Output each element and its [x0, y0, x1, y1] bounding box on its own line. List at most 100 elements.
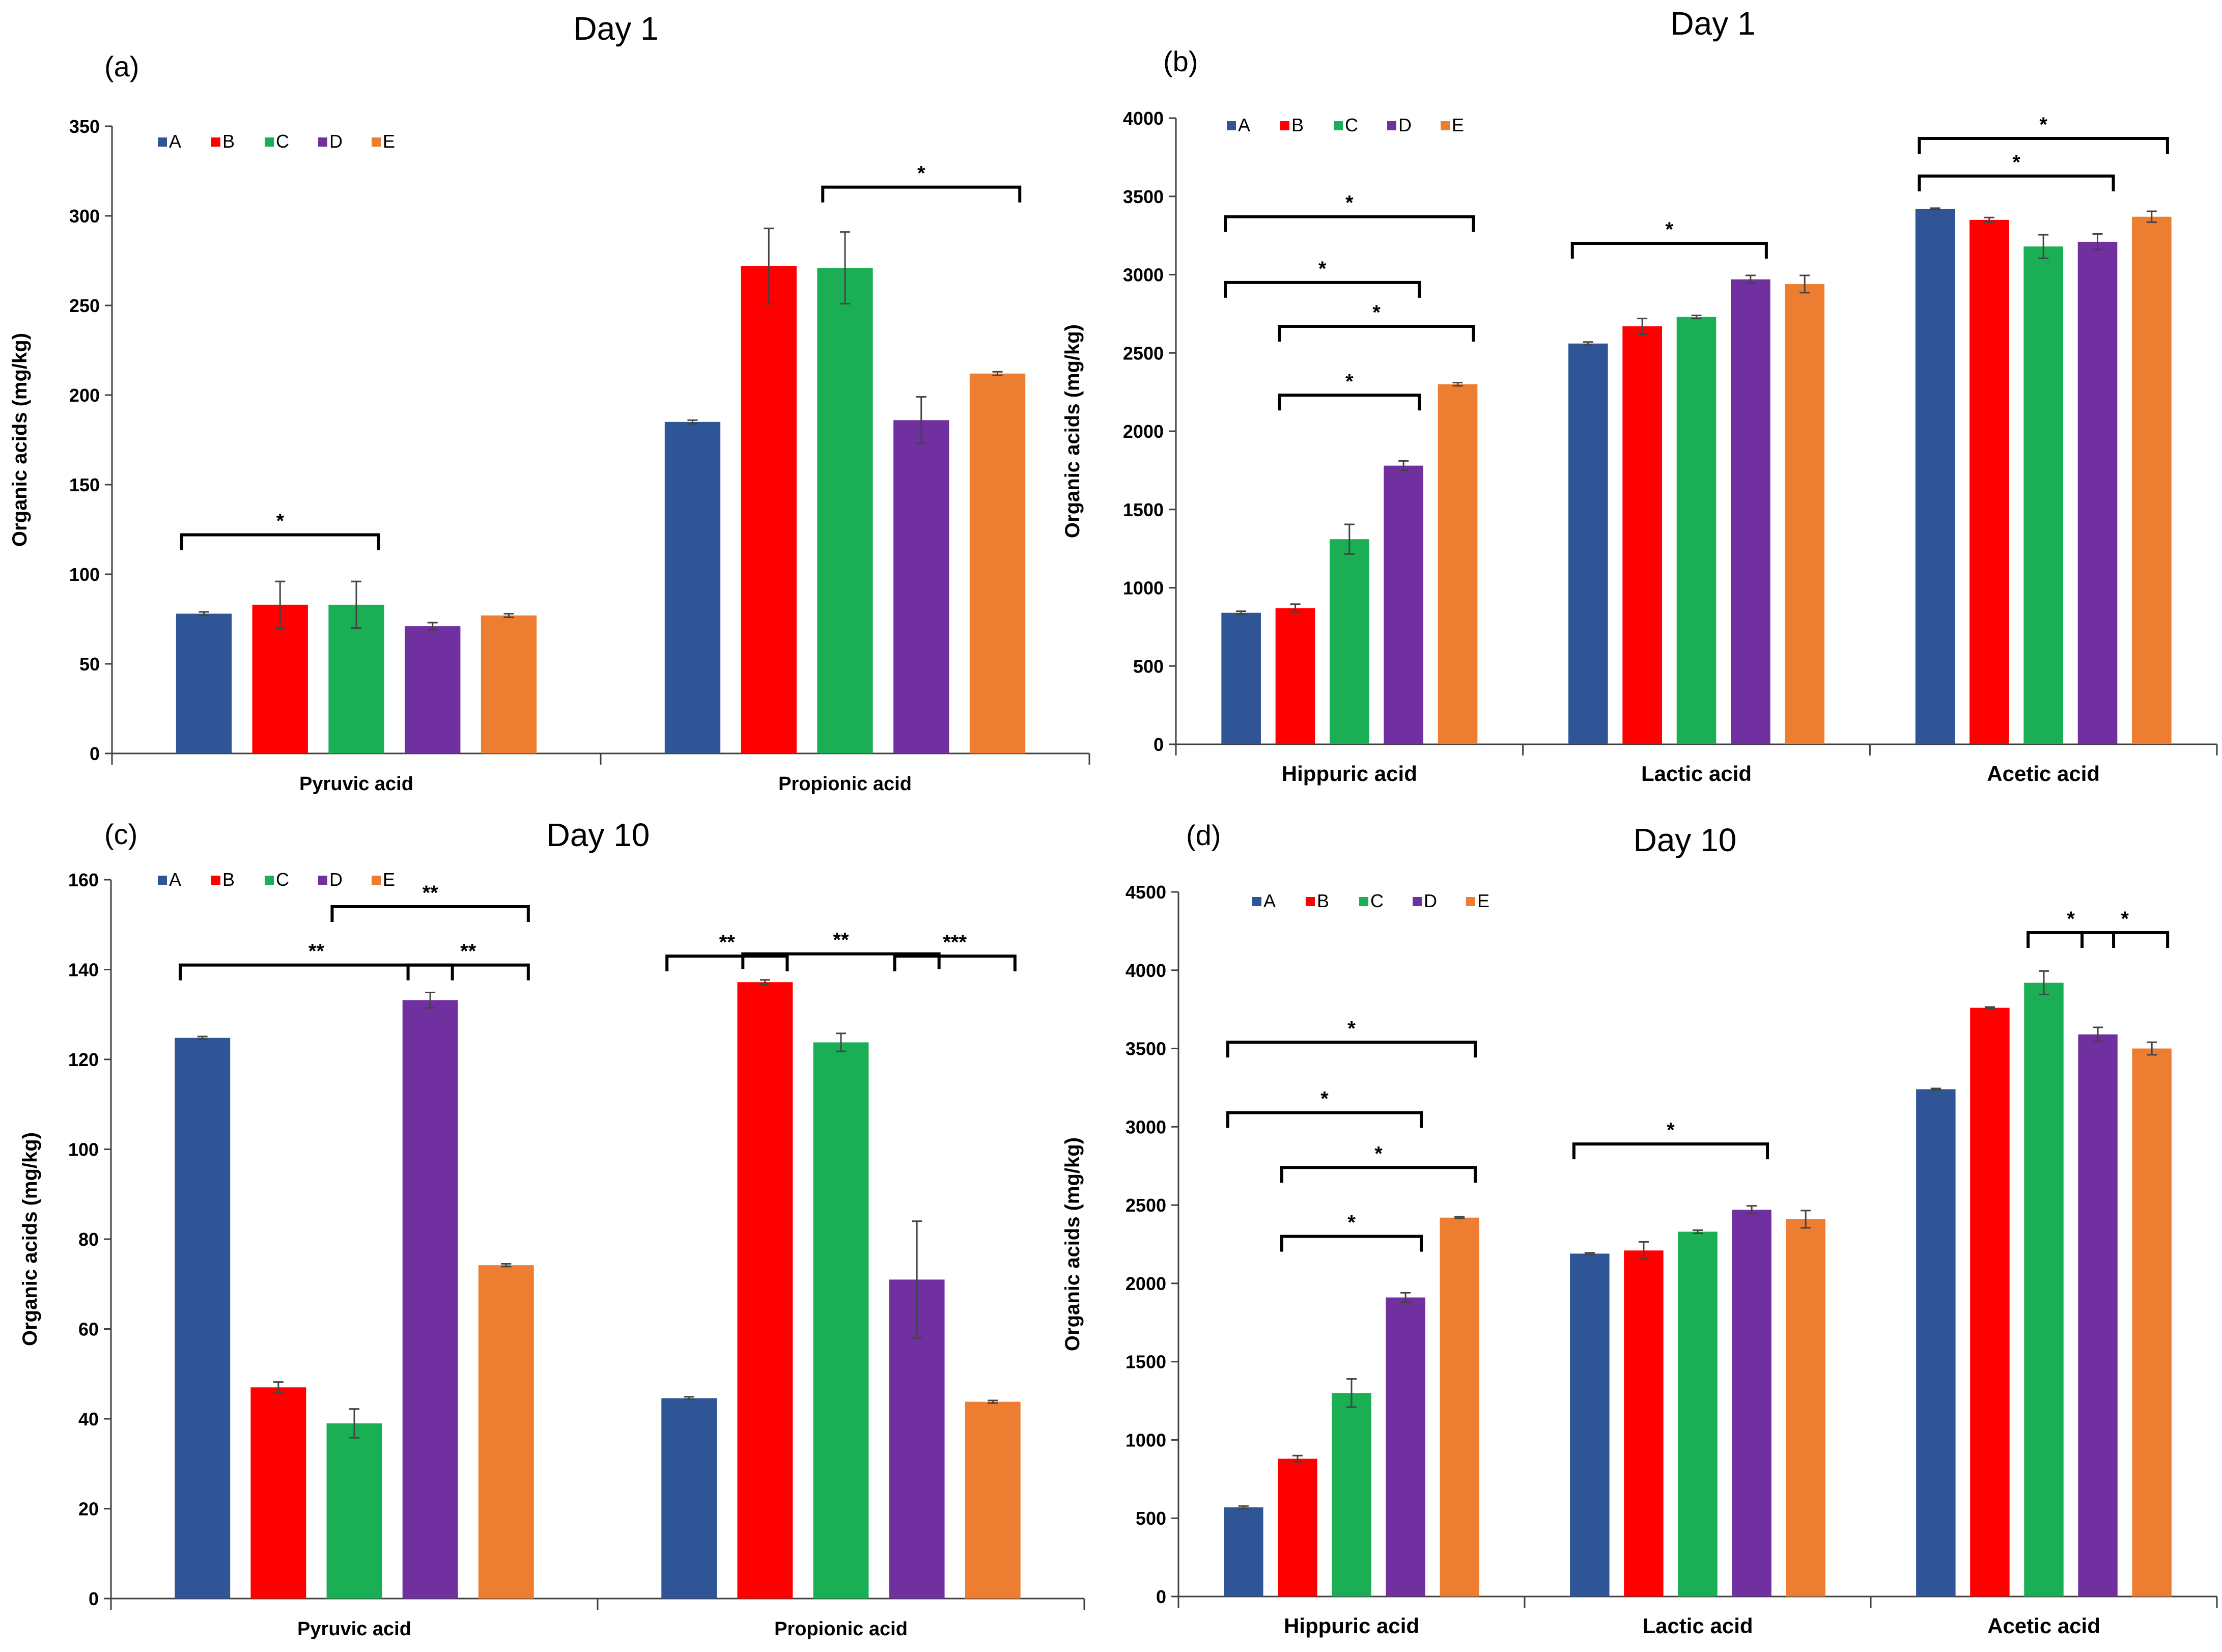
category-label: Acetic acid	[1987, 1614, 2100, 1638]
legend-swatch-A	[1227, 121, 1236, 130]
bar-C-acetic-acid	[2024, 983, 2064, 1597]
bar-B-pyruvic-acid	[250, 1387, 306, 1599]
bar-B-acetic-acid	[1970, 1007, 2010, 1597]
bar-B-pyruvic-acid	[252, 604, 308, 753]
bar-D-hippuric-acid	[1386, 1297, 1425, 1597]
category-label: Pyruvic acid	[299, 773, 413, 795]
significance-bracket	[1280, 1235, 1423, 1252]
legend-label-B: B	[1291, 115, 1304, 135]
bar-B-lactic-acid	[1622, 326, 1662, 744]
bar-A-acetic-acid	[1916, 1089, 1956, 1597]
legend-swatch-D	[1387, 121, 1396, 130]
y-axis-label: Organic acids (mg/kg)	[1061, 324, 1084, 538]
y-tick-label: 40	[78, 1409, 99, 1430]
significance-label: *	[2067, 908, 2075, 930]
significance-bracket	[1918, 174, 2115, 191]
significance-label: *	[1347, 1017, 1356, 1040]
legend-label-E: E	[1452, 115, 1464, 135]
legend-label-C: C	[1370, 890, 1384, 911]
legend-label-D: D	[1398, 115, 1412, 135]
bar-C-hippuric-acid	[1332, 1393, 1371, 1597]
y-axis-label: Organic acids (mg/kg)	[1061, 1137, 1084, 1351]
y-tick-label: 0	[89, 1588, 99, 1609]
legend-label-E: E	[383, 869, 395, 890]
y-tick-label: 200	[69, 385, 100, 406]
panel-label: (c)	[104, 818, 137, 850]
significance-label: *	[1345, 192, 1354, 214]
legend-swatch-C	[265, 137, 274, 147]
y-tick-label: 2500	[1123, 343, 1164, 363]
bar-C-acetic-acid	[2023, 246, 2063, 744]
significance-bracket	[1226, 1041, 1477, 1058]
bar-C-lactic-acid	[1676, 317, 1717, 744]
y-tick-label: 4000	[1126, 960, 1166, 981]
y-tick-label: 3000	[1123, 265, 1164, 286]
bar-A-hippuric-acid	[1221, 612, 1261, 744]
bar-C-hippuric-acid	[1330, 539, 1369, 744]
bar-E-propionic-acid	[969, 373, 1026, 753]
bar-C-lactic-acid	[1678, 1231, 1718, 1597]
chart-title: Day 10	[1634, 822, 1737, 858]
bar-A-propionic-acid	[664, 422, 721, 753]
y-tick-label: 120	[68, 1049, 99, 1070]
bar-D-propionic-acid	[893, 420, 949, 753]
y-tick-label: 100	[69, 564, 100, 585]
legend-label-B: B	[1317, 890, 1329, 911]
y-tick-label: 150	[69, 474, 100, 495]
y-tick-label: 300	[69, 206, 100, 227]
bar-A-acetic-acid	[1915, 209, 1955, 745]
bar-D-pyruvic-acid	[402, 1000, 458, 1599]
y-tick-label: 3500	[1123, 186, 1164, 207]
significance-label: *	[1667, 1119, 1675, 1141]
legend-label-B: B	[222, 131, 235, 152]
legend-swatch-C	[1359, 897, 1368, 906]
legend-label-B: B	[222, 869, 235, 890]
bar-A-hippuric-acid	[1224, 1507, 1263, 1597]
significance-label: *	[2039, 114, 2047, 136]
category-label: Acetic acid	[1987, 762, 2100, 786]
y-tick-label: 500	[1136, 1508, 1166, 1529]
y-tick-label: 1000	[1126, 1430, 1166, 1450]
chart-title: Day 1	[1670, 5, 1755, 42]
chart-title: Day 10	[547, 817, 650, 853]
significance-bracket	[330, 905, 530, 922]
legend-label-A: A	[169, 869, 181, 890]
category-label: Propionic acid	[778, 773, 912, 795]
bar-B-acetic-acid	[1970, 219, 2009, 744]
bar-A-propionic-acid	[661, 1398, 717, 1599]
y-tick-label: 1500	[1123, 499, 1164, 520]
category-label: Pyruvic acid	[297, 1618, 411, 1640]
bar-E-pyruvic-acid	[478, 1265, 534, 1599]
y-tick-label: 350	[69, 116, 100, 137]
bar-E-acetic-acid	[2132, 1048, 2172, 1597]
y-tick-label: 160	[68, 870, 99, 890]
y-tick-label: 0	[1154, 734, 1164, 755]
legend-label-A: A	[169, 131, 181, 152]
significance-bracket	[1918, 136, 2169, 154]
bar-B-hippuric-acid	[1278, 1459, 1317, 1597]
legend-label-E: E	[383, 131, 395, 152]
y-tick-label: 3000	[1126, 1116, 1166, 1137]
significance-label: *	[1372, 301, 1381, 324]
significance-bracket	[180, 533, 380, 550]
legend-swatch-A	[158, 876, 167, 885]
legend-swatch-E	[1441, 121, 1450, 130]
chart-title: Day 1	[573, 10, 658, 47]
legend-label-E: E	[1477, 890, 1489, 911]
bar-C-pyruvic-acid	[326, 1423, 382, 1599]
legend-swatch-A	[1252, 897, 1261, 906]
significance-bracket	[1224, 215, 1475, 232]
legend-label-A: A	[1263, 890, 1276, 911]
bar-C-propionic-acid	[813, 1042, 869, 1599]
significance-label: *	[1347, 1212, 1356, 1234]
bar-D-lactic-acid	[1731, 279, 1770, 744]
legend-swatch-E	[1466, 897, 1475, 906]
bar-D-acetic-acid	[2077, 241, 2118, 744]
bar-C-pyruvic-acid	[328, 604, 384, 753]
y-tick-label: 2000	[1126, 1273, 1166, 1294]
legend-swatch-C	[265, 876, 274, 885]
significance-label: *	[1666, 218, 1674, 241]
significance-bracket	[1224, 281, 1421, 298]
